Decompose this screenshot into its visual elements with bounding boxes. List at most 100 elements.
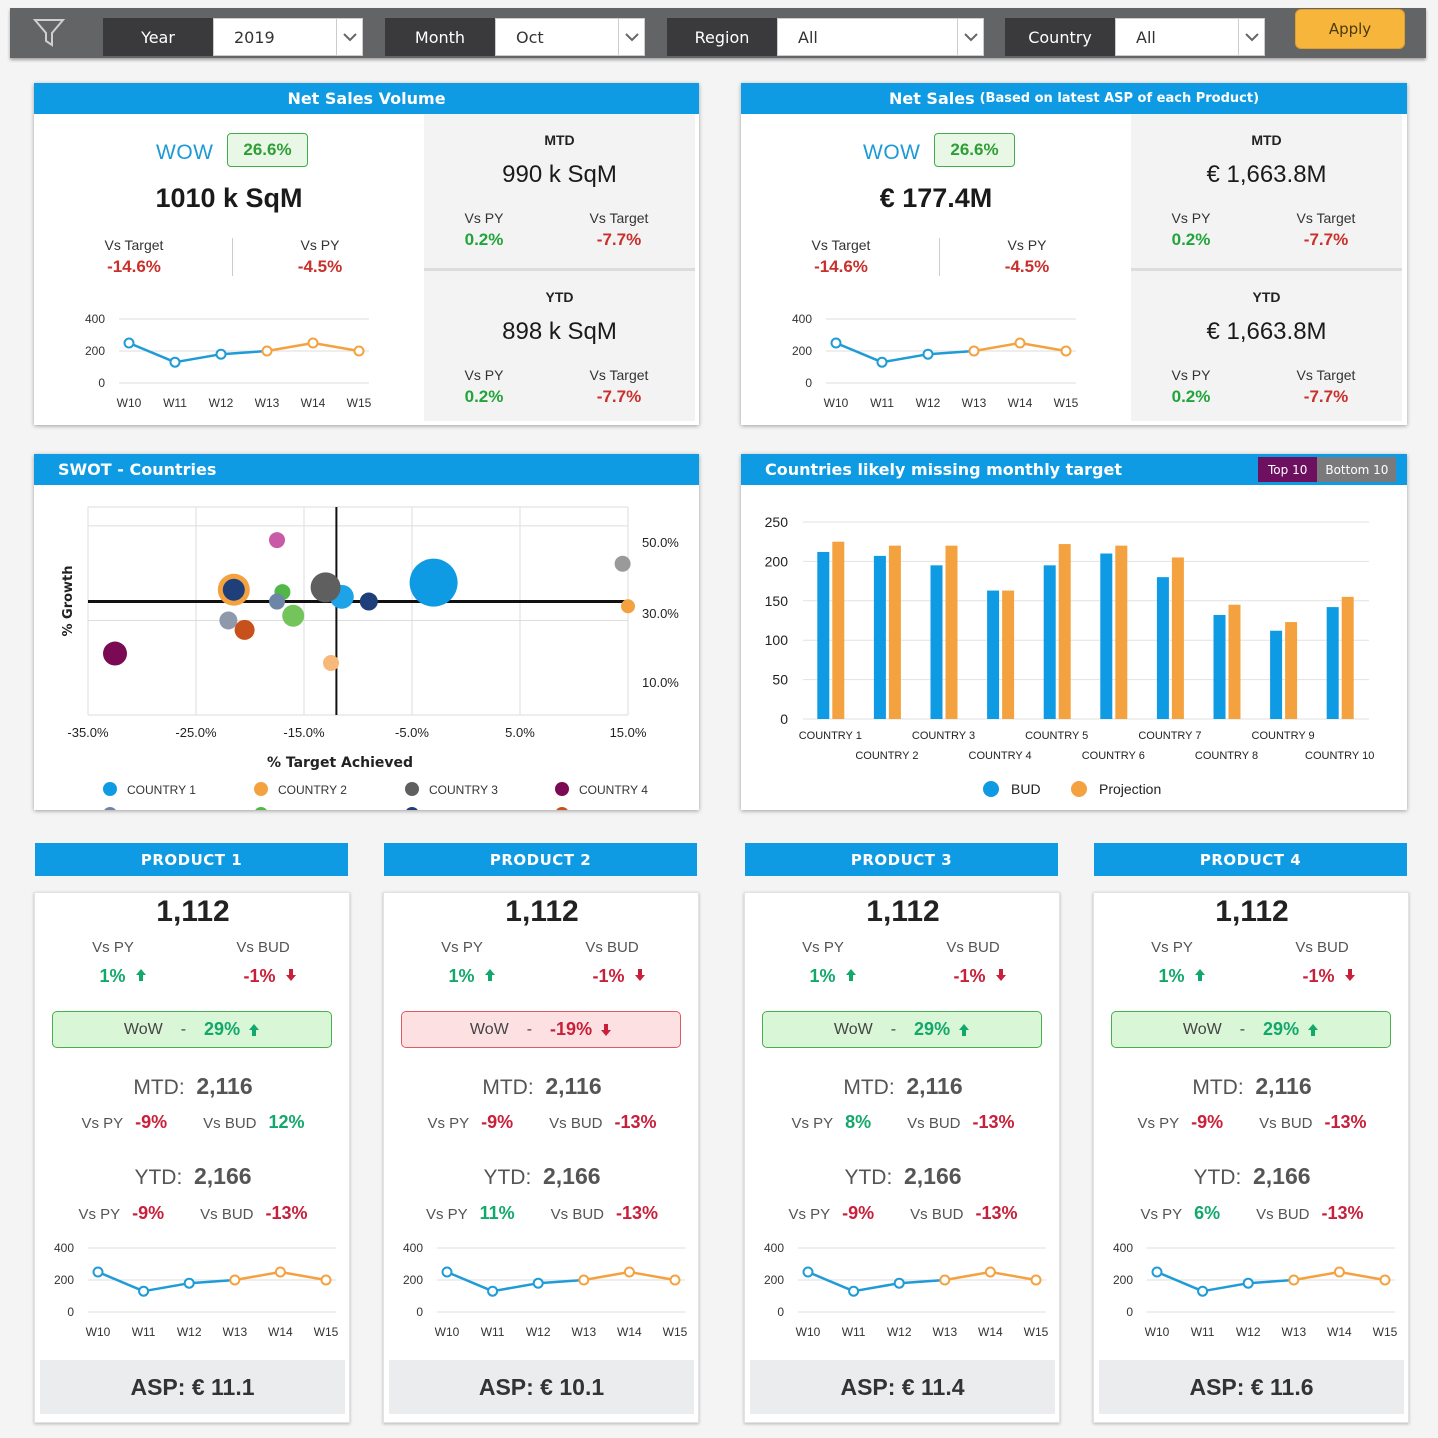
x-tick-label: W10 <box>796 1325 821 1339</box>
trend-point <box>802 1266 814 1278</box>
wow-label: WoW <box>469 1020 509 1038</box>
scatter-point <box>310 572 341 603</box>
mtd-compare: Vs PY -9% Vs BUD -13% <box>1094 1112 1410 1133</box>
wow-label: WoW <box>1182 1020 1222 1038</box>
x-tick-label: W13 <box>932 1325 957 1339</box>
trend-line-segment <box>97 1270 145 1293</box>
month-value: Oct <box>516 27 544 47</box>
x-tick-label: COUNTRY 5 <box>1025 730 1088 742</box>
product-card: 1,112 Vs PY Vs BUD 1% -1% WoW - 29% MTD:… <box>34 892 350 1423</box>
trend-point <box>1060 345 1072 357</box>
scatter-point <box>621 599 635 614</box>
net-sales-volume-panel: Net Sales Volume WOW 26.6% 1010 k SqM Vs… <box>34 83 699 425</box>
month-select[interactable]: Oct <box>495 18 645 56</box>
x-tick-label: COUNTRY 6 <box>1082 750 1145 762</box>
country-select[interactable]: All <box>1115 18 1265 56</box>
trend-point <box>893 1277 905 1289</box>
asp-value: ASP: € 11.4 <box>750 1360 1055 1414</box>
mtd-compare: Vs PY -9% Vs BUD 12% <box>35 1112 351 1133</box>
scatter-point <box>219 611 238 630</box>
ytd-value: 2,166 <box>903 1163 962 1189</box>
y-tick-label: 0 <box>416 1305 423 1319</box>
weekly-trend-chart: 0 200 400 W10 W11 W12 W13 W14 W15 <box>764 1241 1049 1339</box>
arrow-up-icon <box>1194 966 1206 987</box>
kpi-title-note: (Based on latest ASP of each Product) <box>979 91 1260 106</box>
mtd-row: MTD: 2,116 <box>1094 1073 1410 1100</box>
ytd-vs-target-label: Vs Target <box>1296 367 1356 383</box>
chevron-down-icon[interactable] <box>336 19 362 55</box>
trend-line-segment <box>944 1270 991 1282</box>
swot-scatter-chart: -35.0% -25.0% -15.0% -5.0% 5.0% 15.0% 50.0% 30.… <box>61 506 679 810</box>
mtd-label: MTD: <box>843 1076 895 1099</box>
vs-bud-label: Vs BUD <box>1295 939 1349 956</box>
x-tick-label: W13 <box>571 1325 596 1339</box>
missing-target-title-text: Countries likely missing monthly target <box>765 460 1122 479</box>
region-select[interactable]: All <box>777 18 984 56</box>
mtd-vs-bud-value: -13% <box>1324 1112 1367 1132</box>
x-tick-label: W10 <box>1145 1325 1170 1339</box>
chevron-down-icon[interactable] <box>1238 19 1264 55</box>
arrow-up-icon <box>845 966 857 987</box>
wow-label: WOW <box>156 141 213 165</box>
trend-line-segment <box>266 341 314 353</box>
wow-box: WoW - 29% <box>762 1011 1042 1048</box>
year-select[interactable]: 2019 <box>213 18 363 56</box>
wow-box: WoW - 29% <box>1111 1011 1391 1048</box>
y-tick-label: 0 <box>98 376 105 390</box>
product-value: 1,112 <box>866 895 940 928</box>
mtd-vs-bud-label: Vs BUD <box>549 1115 603 1132</box>
x-tick-label: W14 <box>978 1325 1003 1339</box>
vs-py-label: Vs PY <box>1151 939 1193 956</box>
ytd-vs-py-value: 6% <box>1194 1203 1221 1223</box>
month-label: Month <box>385 18 495 56</box>
legend-marker <box>405 782 419 796</box>
mtd-vs-bud-value: -13% <box>614 1112 657 1132</box>
ytd-vs-bud-value: -13% <box>1321 1203 1364 1223</box>
chevron-down-icon[interactable] <box>618 19 644 55</box>
trend-point <box>274 1266 286 1278</box>
bottom-10-button[interactable]: Bottom 10 <box>1317 457 1397 482</box>
mtd-vs-bud-value: 12% <box>268 1112 305 1132</box>
chevron-down-icon[interactable] <box>957 19 983 55</box>
vs-py-value-text: 1% <box>448 966 475 986</box>
ytd-value: € 1,663.8M <box>1206 318 1327 345</box>
scatter-point <box>614 555 631 572</box>
y-tick-label: 150 <box>765 593 789 609</box>
region-label: Region <box>667 18 777 56</box>
wow-separator: - <box>180 1020 187 1038</box>
x-tick-label: COUNTRY 2 <box>855 750 918 762</box>
ytd-label: YTD: <box>134 1166 183 1189</box>
vs-py-value: -4.5% <box>1004 257 1050 276</box>
ytd-vs-bud-label: Vs BUD <box>550 1206 605 1223</box>
ytd-value: 2,166 <box>542 1163 601 1189</box>
vs-py-value: 1% <box>1142 966 1222 987</box>
kpi-title: Net Sales <box>888 89 975 108</box>
wow-separator: - <box>890 1020 897 1038</box>
scatter-point <box>269 532 285 549</box>
x-tick-label: W12 <box>1236 1325 1261 1339</box>
y-tick-label: 400 <box>54 1241 74 1255</box>
weekly-trend-chart: 0 200 400 W10 W11 W12 W13 W14 W15 <box>85 312 372 410</box>
vs-bud-value-text: -1% <box>953 966 986 986</box>
ytd-vs-py-label: Vs PY <box>464 367 504 383</box>
mtd-vs-bud-label: Vs BUD <box>1259 1115 1313 1132</box>
legend-label: COUNTRY 5 <box>127 808 196 810</box>
trend-point <box>1197 1285 1209 1297</box>
trend-line-segment <box>312 341 360 353</box>
filter-bar: Year 2019 Month Oct Region All Country A… <box>10 8 1426 58</box>
y-tick-label: 400 <box>85 312 105 326</box>
kpi-main-value: 1010 k SqM <box>155 183 303 213</box>
wow-value: 29% <box>1263 1019 1300 1039</box>
vs-bud-label: Vs BUD <box>236 939 290 956</box>
wow-label: WoW <box>833 1020 873 1038</box>
legend-marker <box>254 782 268 796</box>
year-value: 2019 <box>234 27 275 47</box>
top-10-button[interactable]: Top 10 <box>1258 457 1318 482</box>
mtd-vs-py-label: Vs PY <box>464 210 504 226</box>
apply-button[interactable]: Apply <box>1295 9 1405 49</box>
divider <box>939 238 940 276</box>
ytd-label: YTD <box>545 289 574 305</box>
mtd-row: MTD: 2,116 <box>35 1073 351 1100</box>
wow-badge: 26.6% <box>227 133 308 167</box>
filter-funnel-icon[interactable] <box>32 16 66 55</box>
